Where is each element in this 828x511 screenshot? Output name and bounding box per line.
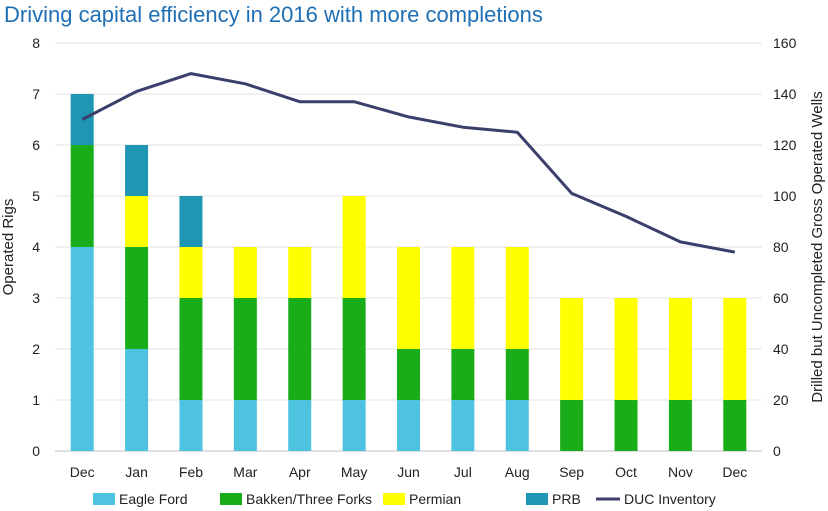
bar-segment: [179, 196, 203, 247]
y-tick-label: 8: [32, 35, 40, 51]
bar-segment: [125, 349, 149, 451]
bar-segment: [179, 298, 203, 400]
y2-tick-label: 160: [773, 35, 797, 51]
y2-tick-label: 20: [773, 392, 789, 408]
legend-label: Bakken/Three Forks: [246, 491, 372, 507]
legend-swatch: [383, 493, 405, 505]
legend-label: Eagle Ford: [119, 491, 187, 507]
bar-segment: [397, 349, 420, 400]
legend-label: PRB: [552, 491, 581, 507]
bar-segment: [505, 247, 529, 349]
bar-segment: [342, 400, 366, 451]
bar-segment: [233, 247, 257, 298]
bar-segment: [125, 247, 149, 349]
duc-line: [81, 72, 736, 254]
bar-segment: [668, 400, 692, 451]
y2-tick-label: 40: [773, 341, 789, 357]
bar-segment: [179, 247, 203, 298]
bar-segment: [668, 298, 692, 400]
bar-segment: [233, 298, 257, 400]
x-tick-label: Jan: [125, 464, 148, 480]
x-tick-label: Nov: [668, 464, 693, 480]
legend-label: DUC Inventory: [624, 491, 716, 507]
x-tick-label: Oct: [615, 464, 637, 480]
chart-title: Driving capital efficiency in 2016 with …: [4, 2, 543, 27]
bar-segment: [614, 298, 638, 400]
x-tick-label: Feb: [179, 464, 203, 480]
bar-segment: [70, 145, 94, 247]
bar-segment: [505, 400, 529, 451]
y2-tick-label: 140: [773, 86, 797, 102]
y-tick-label: 3: [32, 290, 40, 306]
x-tick-label: Mar: [233, 464, 257, 480]
bar-segment: [451, 349, 475, 400]
x-tick-label: May: [341, 464, 367, 480]
x-tick-label: Dec: [722, 464, 747, 480]
bar-segment: [233, 400, 257, 451]
bar-segment: [397, 247, 420, 349]
x-tick-label: Sep: [559, 464, 584, 480]
y-tick-label: 7: [32, 86, 40, 102]
duc-inventory-line: [81, 72, 736, 254]
y-tick-label: 4: [32, 239, 40, 255]
bar-segment: [560, 400, 584, 451]
legend-swatch: [93, 493, 115, 505]
bar-segment: [288, 400, 312, 451]
bar-segment: [723, 298, 747, 400]
bar-segment: [288, 247, 312, 298]
y2-axis-label: Drilled but Uncompleted Gross Operated W…: [809, 91, 826, 403]
x-tick-label: Dec: [70, 464, 95, 480]
legend-swatch: [220, 493, 242, 505]
bar-segment: [560, 298, 584, 400]
bar-segment: [451, 400, 475, 451]
y2-tick-label: 120: [773, 137, 797, 153]
y-tick-label: 1: [32, 392, 40, 408]
bar-segment: [70, 247, 94, 451]
y-axis-label: Operated Rigs: [0, 199, 17, 296]
bar-segment: [125, 196, 149, 247]
bars: [70, 94, 747, 451]
y2-tick-label: 0: [773, 443, 781, 459]
bar-segment: [614, 400, 638, 451]
x-tick-label: Aug: [505, 464, 530, 480]
bar-segment: [288, 298, 312, 400]
y-tick-label: 5: [32, 188, 40, 204]
bar-segment: [342, 196, 366, 298]
bar-segment: [505, 349, 529, 400]
legend-label: Permian: [409, 491, 461, 507]
y2-tick-label: 60: [773, 290, 789, 306]
y2-tick-label: 100: [773, 188, 797, 204]
y-tick-label: 6: [32, 137, 40, 153]
bar-segment: [397, 400, 420, 451]
y2-tick-label: 80: [773, 239, 789, 255]
x-tick-label: Jun: [397, 464, 420, 480]
bar-segment: [179, 400, 203, 451]
bar-segment: [70, 94, 94, 145]
bar-segment: [342, 298, 366, 400]
x-tick-label: Jul: [454, 464, 472, 480]
y-tick-label: 0: [32, 443, 40, 459]
legend: Eagle Ford Bakken/Three Forks Permian PRB DU…: [93, 491, 716, 507]
bar-segment: [125, 145, 149, 196]
x-tick-label: Apr: [289, 464, 311, 480]
y-tick-label: 2: [32, 341, 40, 357]
bar-segment: [451, 247, 475, 349]
legend-swatch: [526, 493, 548, 505]
bar-segment: [723, 400, 747, 451]
